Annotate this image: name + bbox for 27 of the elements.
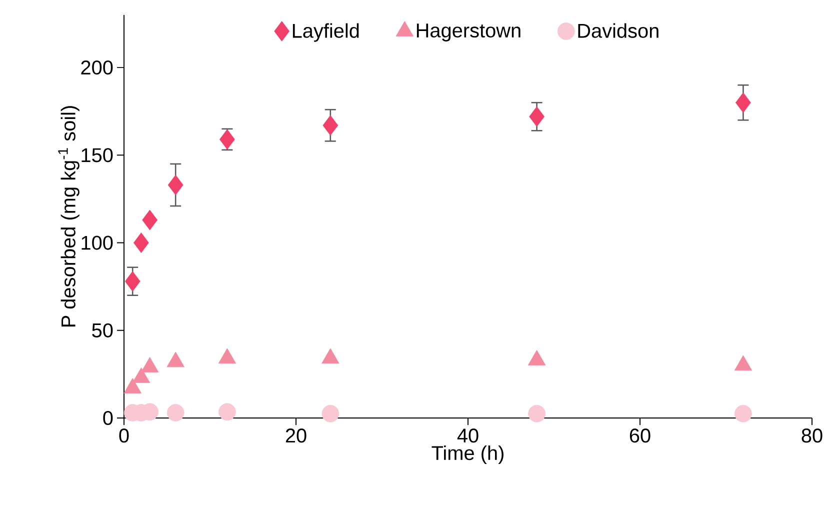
point [322, 404, 340, 422]
point [322, 115, 338, 136]
point [734, 404, 752, 422]
y-tick-label: 200 [81, 60, 113, 75]
x-tick-label: 20 [286, 428, 306, 443]
legend-label: Hagerstown [416, 24, 520, 42]
point [528, 404, 546, 422]
point [736, 92, 751, 113]
y-axis-title: P desorbed (mg kg$^{-1}$ soil) [58, 106, 80, 327]
x-tick-label: 80 [802, 428, 822, 443]
x-axis-title: Time (h) [432, 445, 504, 464]
y-tick-label: 150 [82, 148, 113, 162]
point [168, 174, 184, 196]
y-tick-label: 0 [103, 410, 113, 426]
x-tick-label: 60 [630, 428, 650, 443]
point [124, 271, 140, 292]
x-tick-label: 0 [119, 428, 129, 443]
point [134, 232, 149, 253]
point [166, 404, 184, 422]
y-tick-label: 50 [92, 323, 113, 338]
point [142, 210, 158, 230]
legend-label: Davidson [578, 23, 658, 38]
point [529, 106, 544, 127]
legend-label: Layfield [292, 23, 359, 42]
point [218, 403, 236, 421]
x-tick-label: 40 [457, 428, 478, 443]
y-tick-label: 100 [82, 236, 113, 250]
